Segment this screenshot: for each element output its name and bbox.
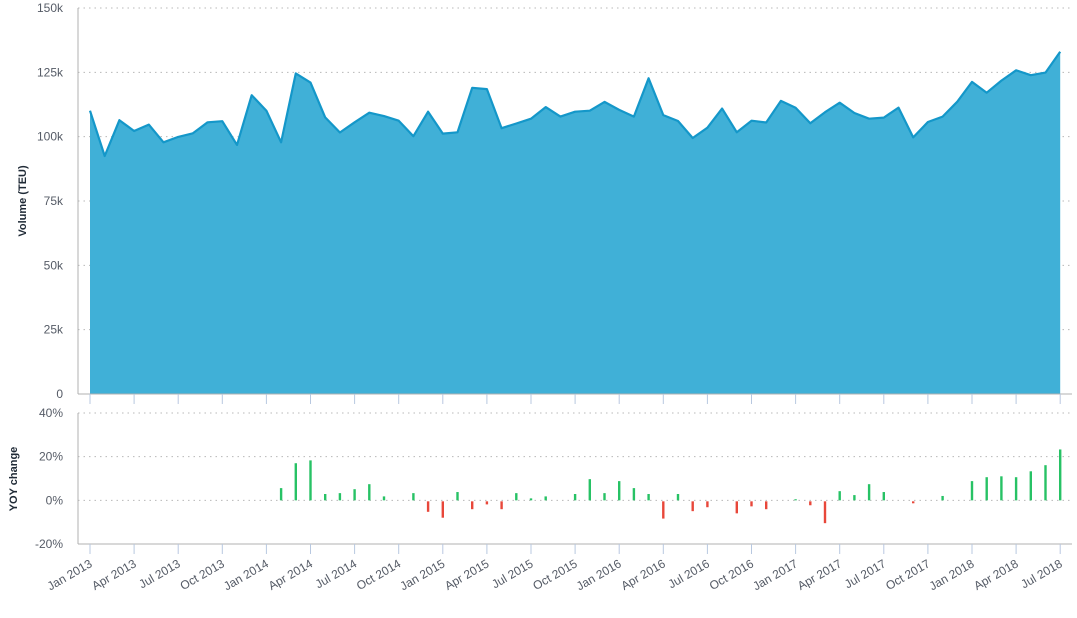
yoy-bars xyxy=(279,449,1062,524)
x-tick-label: Jan 2013 xyxy=(45,556,95,593)
x-tick-label: Apr 2016 xyxy=(619,556,668,593)
yoy-bar xyxy=(279,488,283,501)
yoy-bar xyxy=(765,501,768,510)
x-tick-label: Jul 2014 xyxy=(313,556,360,591)
yoy-bar xyxy=(985,477,988,501)
x-tick-label: Jan 2017 xyxy=(750,556,800,593)
yoy-bar xyxy=(338,493,342,501)
yoy-bar xyxy=(309,460,312,501)
x-tick-label: Jan 2014 xyxy=(221,556,271,593)
yoy-bar xyxy=(691,501,694,512)
volume-y-ticks: 0 25k 50k 75k 100k 125k 150k xyxy=(37,1,64,401)
yoy-bar xyxy=(647,494,650,501)
x-tick-label: Apr 2017 xyxy=(795,556,844,593)
yoy-bar xyxy=(382,496,386,501)
yoy-bar xyxy=(838,491,841,501)
yoy-gridlines xyxy=(78,412,1072,501)
x-tick-label: Apr 2018 xyxy=(971,556,1020,593)
yoy-bar xyxy=(412,493,415,501)
x-tick-label: Jan 2018 xyxy=(927,556,977,593)
yoy-bar xyxy=(632,488,636,501)
y-tick-label: -20% xyxy=(35,537,63,551)
x-tick-label: Oct 2013 xyxy=(178,556,227,593)
yoy-bar xyxy=(853,495,856,501)
yoy-bar xyxy=(426,501,430,512)
volume-axis-title: Volume (TEU) xyxy=(17,165,29,237)
yoy-bar xyxy=(471,501,474,510)
yoy-bar xyxy=(867,484,871,501)
yoy-bar xyxy=(912,501,915,504)
yoy-bar xyxy=(823,501,827,524)
yoy-bar xyxy=(456,492,459,501)
yoy-bar xyxy=(368,484,371,501)
yoy-bar xyxy=(794,499,797,501)
x-tick-label: Oct 2017 xyxy=(883,556,932,593)
y-tick-label: 75k xyxy=(44,194,64,208)
yoy-bar xyxy=(618,481,621,501)
yoy-bar xyxy=(500,501,503,510)
yoy-bar xyxy=(1014,477,1018,501)
volume-line xyxy=(88,51,1062,158)
yoy-bar xyxy=(1000,476,1003,501)
yoy-bar xyxy=(706,501,709,508)
yoy-bar xyxy=(603,493,606,501)
yoy-axis-title: YOY change xyxy=(8,447,20,512)
x-tick-label: Jul 2018 xyxy=(1018,556,1065,591)
y-tick-label: 25k xyxy=(44,323,64,337)
x-tick-label: Oct 2014 xyxy=(354,556,403,593)
yoy-bar xyxy=(809,501,812,506)
y-tick-label: 0 xyxy=(56,387,63,401)
yoy-bar xyxy=(544,496,547,501)
yoy-bar xyxy=(1059,449,1062,501)
yoy-bar xyxy=(324,494,327,501)
x-tick-label: Oct 2016 xyxy=(707,556,756,593)
y-tick-label: 150k xyxy=(37,1,64,15)
x-tick-label: Oct 2015 xyxy=(530,556,579,593)
y-tick-label: 100k xyxy=(37,130,64,144)
yoy-bar xyxy=(970,481,974,501)
yoy-bar xyxy=(485,501,489,505)
yoy-bar xyxy=(353,489,356,501)
x-tick-label: Jul 2016 xyxy=(666,556,713,591)
yoy-bar xyxy=(1029,471,1032,501)
x-tick-label: Jul 2017 xyxy=(842,556,889,591)
yoy-bar xyxy=(441,501,444,518)
yoy-bar xyxy=(588,479,591,501)
yoy-bar xyxy=(882,492,885,501)
x-tick-label: Apr 2015 xyxy=(442,556,491,593)
x-tick-label: Jan 2016 xyxy=(574,556,624,593)
yoy-bar xyxy=(662,501,665,519)
y-tick-label: 50k xyxy=(44,258,64,272)
yoy-bar xyxy=(1044,465,1047,501)
y-tick-label: 40% xyxy=(39,406,63,420)
volume-area xyxy=(90,51,1061,394)
x-tick-label: Jul 2015 xyxy=(489,556,536,591)
yoy-bar xyxy=(515,493,518,501)
x-tick-label: Jan 2015 xyxy=(398,556,448,593)
y-tick-label: 20% xyxy=(39,450,63,464)
yoy-y-ticks: -20% 0% 20% 40% xyxy=(35,406,63,551)
x-tick-label: Apr 2013 xyxy=(89,556,138,593)
yoy-bar xyxy=(529,498,533,501)
y-tick-label: 125k xyxy=(37,65,64,79)
yoy-bar xyxy=(941,495,944,501)
yoy-bar xyxy=(735,501,738,514)
y-tick-label: 0% xyxy=(46,493,64,507)
yoy-bar xyxy=(676,494,680,501)
yoy-bar xyxy=(573,494,577,501)
x-tick-label: Apr 2014 xyxy=(266,556,315,593)
yoy-bar xyxy=(294,463,297,501)
x-tick-label: Jul 2013 xyxy=(136,556,183,591)
yoy-bar xyxy=(750,501,753,507)
